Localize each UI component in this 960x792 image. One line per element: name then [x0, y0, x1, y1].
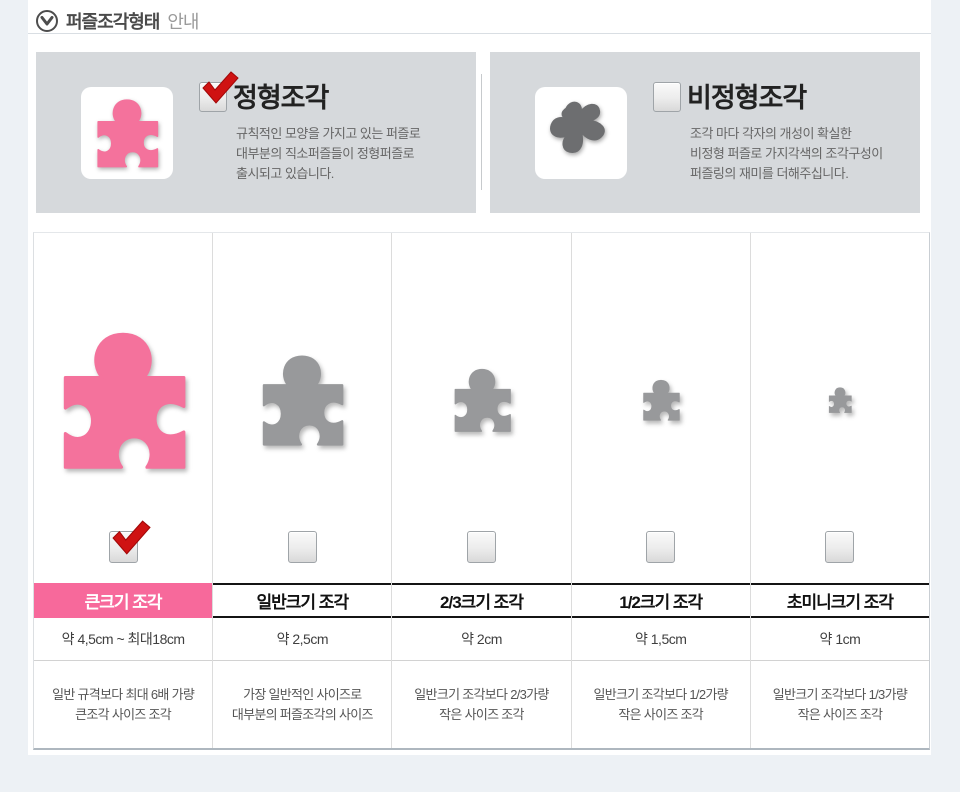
size-column-mini: 초미니크기 조각 약 1cm 일반크기 조각보다 1/3가량 작은 사이즈 조각 — [749, 233, 930, 748]
irregular-piece-checkbox[interactable] — [653, 81, 681, 112]
irregular-piece-title: 비정형조각 — [687, 82, 807, 113]
size-desc: 가장 일반적인 사이즈로 대부분의 퍼즐조각의 사이즈 — [213, 661, 391, 748]
page-title: 퍼즐조각형태 — [66, 11, 160, 32]
size-column-header: 2/3크기 조각 — [392, 583, 571, 618]
size-value: 약 1cm — [750, 618, 930, 661]
regular-piece-title: 정형조각 — [233, 82, 329, 113]
regular-piece-box: 정형조각 규칙적인 모양을 가지고 있는 퍼즐로 대부분의 직소퍼즐들이 정형퍼… — [36, 52, 476, 213]
title-divider — [28, 33, 931, 34]
desc-line: 규칙적인 모양을 가지고 있는 퍼즐로 — [236, 125, 421, 141]
desc-line: 퍼즐링의 재미를 더해주십니다. — [690, 165, 849, 181]
desc-line: 출시되고 있습니다. — [236, 165, 334, 181]
size-desc: 일반크기 조각보다 1/2가량 작은 사이즈 조각 — [572, 661, 750, 748]
desc-line: 일반크기 조각보다 2/3가량 — [414, 686, 549, 702]
red-check-icon — [202, 71, 239, 103]
size-checkbox[interactable] — [646, 531, 676, 563]
size-checkbox[interactable] — [108, 520, 151, 563]
desc-line: 조각 마다 각자의 개성이 확실한 — [690, 125, 852, 141]
size-desc: 일반크기 조각보다 1/3가량 작은 사이즈 조각 — [751, 661, 929, 748]
size-value: 약 1,5cm — [571, 618, 750, 661]
size-value: 약 2cm — [392, 618, 571, 661]
irregular-piece-box: 비정형조각 조각 마다 각자의 개성이 확실한 비정형 퍼즐로 가지각색의 조각… — [490, 52, 920, 213]
desc-line: 작은 사이즈 조각 — [618, 706, 704, 722]
puzzle-piece-icon — [828, 386, 852, 413]
size-checkbox[interactable] — [467, 531, 496, 563]
irregular-piece-desc: 조각 마다 각자의 개성이 확실한 비정형 퍼즐로 가지각색의 조각구성이 퍼즐… — [690, 124, 883, 184]
desc-line: 큰조각 사이즈 조각 — [75, 706, 172, 722]
size-desc: 일반 규격보다 최대 6배 가량 큰조각 사이즈 조각 — [34, 661, 212, 748]
desc-line: 일반크기 조각보다 1/3가량 — [772, 686, 908, 702]
desc-line: 작은 사이즈 조각 — [797, 706, 883, 722]
section-title: 퍼즐조각형태 안내 — [28, 0, 931, 33]
red-check-icon — [112, 520, 151, 555]
puzzle-piece-icon — [63, 332, 186, 469]
size-value: 약 2,5cm — [213, 618, 392, 661]
puzzle-piece-icon — [454, 368, 511, 432]
page-title-suffix: 안내 — [167, 11, 199, 32]
size-column-large: 큰크기 조각 약 4,5cm ~ 최대18cm 일반 규격보다 최대 6배 가량… — [34, 233, 213, 748]
size-column-header: 초미니크기 조각 — [750, 583, 930, 618]
desc-line: 대부분의 퍼즐조각의 사이즈 — [231, 706, 374, 722]
irregular-puzzle-piece-icon — [550, 101, 605, 153]
size-column-normal: 일반크기 조각 약 2,5cm 가장 일반적인 사이즈로 대부분의 퍼즐조각의 … — [212, 233, 392, 748]
content-panel: 퍼즐조각형태 안내 정형조각 규칙 — [28, 0, 931, 755]
desc-line: 작은 사이즈 조각 — [439, 706, 524, 722]
puzzle-piece-icon — [642, 379, 680, 421]
desc-line: 일반 규격보다 최대 6배 가량 — [52, 686, 195, 702]
size-comparison-table: 큰크기 조각 약 4,5cm ~ 최대18cm 일반 규격보다 최대 6배 가량… — [33, 232, 930, 750]
size-column-header: 큰크기 조각 — [34, 583, 213, 618]
chevron-down-icon — [36, 9, 58, 32]
size-column-twothirds: 2/3크기 조각 약 2cm 일반크기 조각보다 2/3가량 작은 사이즈 조각 — [391, 233, 571, 748]
puzzle-piece-icon — [97, 98, 159, 167]
size-column-half: 1/2크기 조각 약 1,5cm 일반크기 조각보다 1/2가량 작은 사이즈 … — [570, 233, 750, 748]
boxes-divider — [481, 74, 482, 190]
desc-line: 대부분의 직소퍼즐들이 정형퍼즐로 — [236, 145, 415, 161]
size-checkbox[interactable] — [825, 531, 855, 563]
desc-line: 비정형 퍼즐로 가지각색의 조각구성이 — [690, 145, 883, 161]
size-desc: 일반크기 조각보다 2/3가량 작은 사이즈 조각 — [392, 661, 570, 748]
regular-piece-tile — [81, 86, 173, 179]
desc-line: 일반크기 조각보다 1/2가량 — [593, 686, 729, 702]
piece-type-section: 정형조각 규칙적인 모양을 가지고 있는 퍼즐로 대부분의 직소퍼즐들이 정형퍼… — [28, 52, 931, 232]
size-column-header: 일반크기 조각 — [213, 583, 392, 618]
puzzle-piece-icon — [263, 354, 344, 446]
regular-piece-checkbox[interactable] — [199, 71, 239, 112]
regular-piece-desc: 규칙적인 모양을 가지고 있는 퍼즐로 대부분의 직소퍼즐들이 정형퍼즐로 출시… — [236, 124, 421, 184]
irregular-piece-tile — [535, 86, 627, 179]
size-column-header: 1/2크기 조각 — [571, 583, 750, 618]
size-value: 약 4,5cm ~ 최대18cm — [34, 618, 213, 661]
size-checkbox[interactable] — [287, 531, 317, 563]
desc-line: 가장 일반적인 사이즈로 — [243, 686, 362, 702]
